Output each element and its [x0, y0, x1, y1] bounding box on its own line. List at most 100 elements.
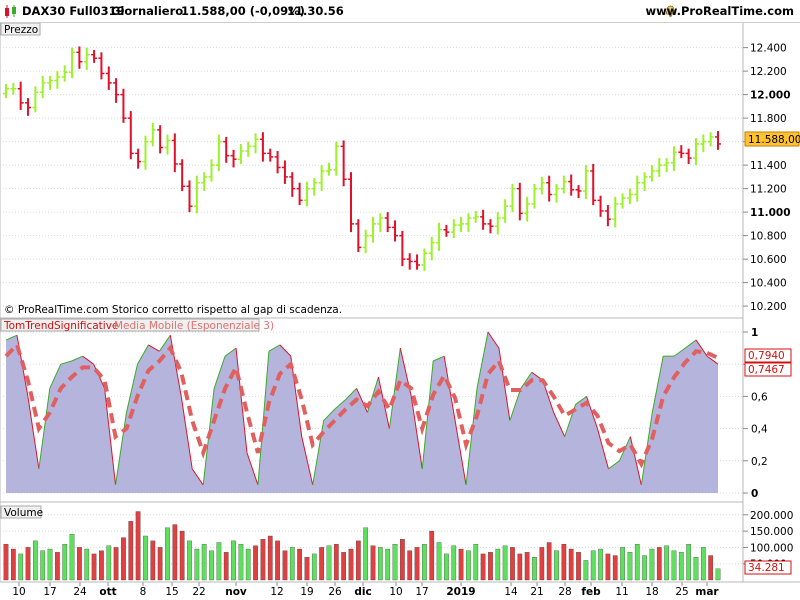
- volume-bar: [275, 540, 280, 581]
- trend-segment: [597, 428, 609, 469]
- trend-area: [6, 332, 718, 493]
- trend-segment: [224, 347, 237, 357]
- volume-bar: [554, 550, 559, 581]
- volume-bar: [69, 534, 75, 581]
- trend-segment: [148, 344, 160, 352]
- trend-segment: [608, 460, 620, 470]
- volume-bar: [605, 553, 611, 581]
- x-tick-label: 24: [73, 586, 87, 598]
- volume-bar: [400, 539, 405, 581]
- volume-bar: [656, 547, 662, 581]
- volume-bar: [55, 552, 60, 581]
- price-panel[interactable]: [0, 21, 744, 319]
- trend-segment: [410, 396, 423, 469]
- x-tick-label: 11: [615, 586, 628, 598]
- trend-tick-label: 1: [751, 327, 758, 339]
- price-tick-label: 11.400: [750, 160, 787, 172]
- volume-bar: [664, 545, 669, 581]
- volume-bar: [260, 539, 266, 581]
- volume-bar: [150, 540, 156, 581]
- trend-tick-label: 0,4: [751, 424, 768, 436]
- current-price-label: 11.588,00: [748, 134, 800, 146]
- volume-bar: [414, 547, 420, 581]
- volume-bar: [488, 552, 493, 581]
- volume-panel-title: Volume: [4, 507, 43, 519]
- price-tick-label: 11.800: [750, 113, 787, 125]
- trend-segment: [180, 396, 193, 469]
- trend-tick-label: 0,2: [751, 456, 768, 468]
- trend-segment: [60, 360, 72, 365]
- trend-segment: [586, 396, 598, 429]
- volume-bar: [627, 552, 633, 581]
- volume-bar: [480, 553, 486, 581]
- trend-segment: [279, 344, 292, 357]
- volume-bar: [598, 548, 603, 581]
- volume-bar: [47, 548, 53, 581]
- volume-bar: [392, 543, 398, 581]
- volume-bar: [642, 555, 647, 581]
- x-tick-label: ott: [99, 586, 116, 598]
- x-tick-label: 25: [675, 586, 688, 598]
- chart-header: DAX30 Full0319 Giornaliero 11.588,00 (-0…: [0, 0, 800, 23]
- volume-bar: [708, 555, 714, 581]
- trend-segment: [487, 331, 500, 349]
- trend-segment: [706, 355, 719, 365]
- x-tick-label: 26: [328, 586, 342, 598]
- trend-segment: [388, 348, 401, 429]
- trend-segment: [104, 388, 117, 486]
- volume-bar: [576, 552, 581, 581]
- trend-segment: [158, 334, 171, 352]
- price-tick-label: 10.800: [750, 231, 787, 243]
- volume-bar: [245, 548, 251, 581]
- volume-bar: [282, 550, 288, 581]
- volume-bar: [99, 550, 104, 581]
- trend-last-value: 0,7940: [748, 350, 785, 362]
- volume-bar: [106, 545, 112, 581]
- bell-icon[interactable]: [664, 5, 677, 18]
- x-tick-label: nov: [225, 586, 247, 598]
- price-tick-label: 10.200: [750, 301, 787, 313]
- price-tick-label: 11.000: [750, 207, 791, 219]
- copyright-note: © ProRealTime.com Storico corretto rispe…: [4, 304, 342, 316]
- trend-segment: [334, 399, 346, 410]
- volume-bar: [172, 524, 178, 581]
- volume-bar: [157, 547, 163, 581]
- volume-title-box: [0, 505, 42, 519]
- site-url[interactable]: www.ProRealTime.com: [645, 4, 794, 18]
- trend-segment: [301, 436, 314, 486]
- trend-segment: [498, 348, 511, 421]
- trend-tick-label: 0,6: [751, 391, 768, 403]
- volume-bar: [209, 550, 214, 581]
- trend-segment: [290, 356, 303, 437]
- volume-bar: [385, 548, 391, 581]
- trend-segment: [49, 363, 62, 389]
- volume-bar: [231, 540, 236, 581]
- trend-segment: [520, 371, 533, 389]
- x-tick-label: 18: [645, 586, 658, 598]
- trend-segment: [191, 468, 204, 486]
- price-tick-label: 12.200: [750, 66, 787, 78]
- volume-bar: [715, 568, 721, 581]
- volume-bar: [561, 543, 567, 581]
- x-tick-label: dic: [354, 586, 371, 598]
- trend-segment: [684, 339, 697, 349]
- ema-line: [4, 341, 719, 469]
- trend-segment: [345, 388, 357, 400]
- volume-bar: [128, 521, 134, 581]
- volume-bar: [311, 553, 317, 581]
- trend-series-name: TomTrendSignificative: [3, 320, 118, 332]
- x-tick-label: 15: [165, 586, 178, 598]
- volume-bar: [194, 548, 200, 581]
- volume-bar: [649, 548, 655, 581]
- volume-bar: [370, 545, 376, 581]
- volume-bar: [524, 552, 530, 581]
- volume-bar: [253, 545, 258, 581]
- trend-segment: [5, 334, 18, 341]
- volume-bar: [84, 548, 90, 581]
- volume-bar: [532, 557, 537, 581]
- volume-bar: [121, 537, 126, 581]
- ema-series-name: Media Mobile (Esponenziale 3): [114, 320, 274, 332]
- trend-segment: [27, 396, 40, 469]
- trend-value-box: [744, 348, 792, 363]
- volume-bar: [40, 550, 46, 581]
